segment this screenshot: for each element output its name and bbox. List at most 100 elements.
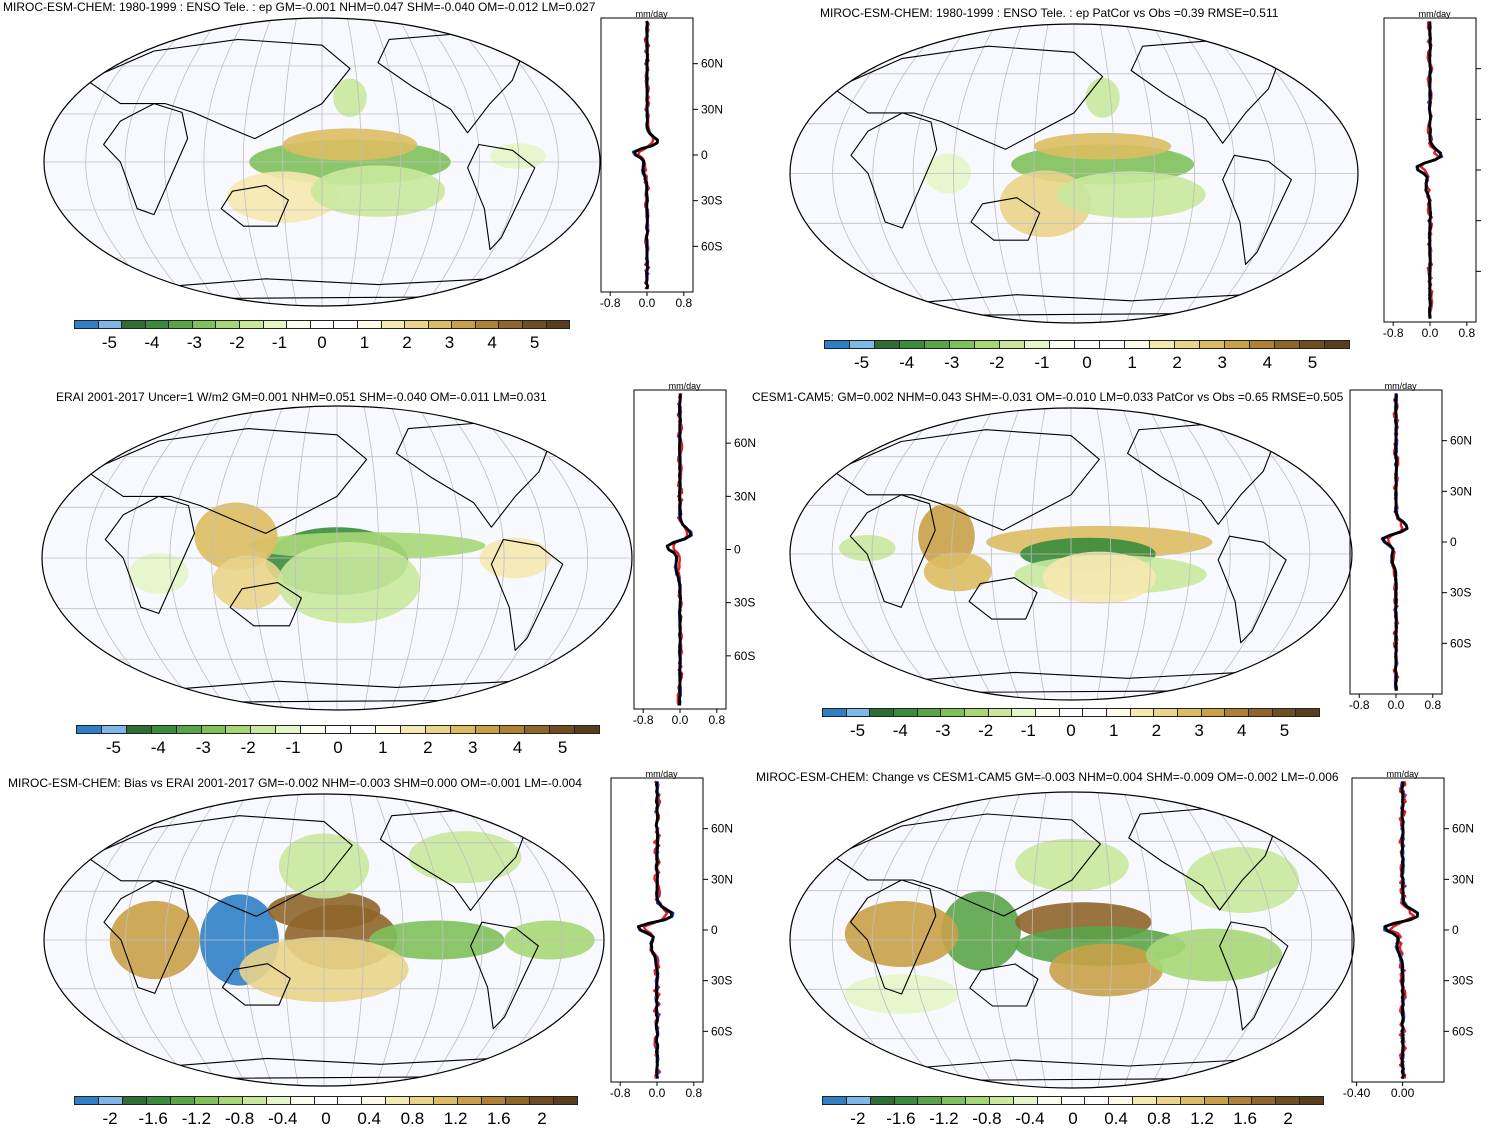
colorbar-swatch bbox=[988, 709, 1013, 716]
colorbar-swatch bbox=[525, 726, 551, 733]
colorbar-label: 4 bbox=[512, 738, 523, 757]
zonal-profile: mm/day 60N 30N 0 30S 60S -0.8 0.0 0.8 bbox=[1346, 381, 1472, 722]
coastline bbox=[1219, 921, 1289, 1031]
colorbar-swatch bbox=[326, 726, 351, 733]
colorbar-labels: -5 -4 -3 -2 -1 0 1 2 3 4 5 bbox=[74, 329, 570, 352]
anomaly-region bbox=[282, 128, 418, 161]
profile-line bbox=[1381, 393, 1409, 691]
coastline bbox=[849, 879, 937, 995]
colorbar-label: -5 bbox=[105, 738, 121, 757]
colorbar-swatch bbox=[216, 321, 241, 328]
lat-label: 60S bbox=[1452, 1024, 1473, 1038]
colorbar-swatch bbox=[1201, 709, 1226, 716]
anomaly-region bbox=[1042, 551, 1156, 604]
lat-label: 60S bbox=[711, 1024, 732, 1038]
colorbar-label: 1 bbox=[1108, 721, 1119, 740]
anomaly-region bbox=[844, 901, 959, 967]
zonal-profile: mm/day 60N 30N 0 30S 60S -0.8 0.0 0.8 bbox=[630, 381, 756, 737]
coastline bbox=[969, 963, 1039, 1007]
colorbar-swatch bbox=[338, 1097, 363, 1104]
colorbar-swatch bbox=[900, 341, 925, 348]
lat-label: 30N bbox=[711, 872, 733, 886]
colorbar-label: 0.4 bbox=[357, 1109, 382, 1128]
coastline bbox=[104, 495, 195, 614]
colorbar-swatch bbox=[1100, 341, 1125, 348]
profile-line bbox=[633, 20, 659, 290]
colorbar-label: 1 bbox=[378, 738, 388, 757]
colorbar-swatch bbox=[434, 1097, 459, 1104]
colorbar-swatch bbox=[846, 709, 871, 716]
colorbar-label: 0 bbox=[317, 333, 327, 352]
colorbar-swatch bbox=[1025, 341, 1050, 348]
colorbar-swatch bbox=[975, 341, 1000, 348]
lat-label: 0 bbox=[1450, 535, 1457, 549]
colorbar-swatch bbox=[75, 1097, 99, 1104]
lat-label: 60N bbox=[734, 436, 756, 450]
colorbar-swatch bbox=[334, 321, 358, 328]
colorbar-swatch bbox=[965, 709, 989, 716]
x-tick-label: -0.8 bbox=[610, 1086, 631, 1100]
panel-title: CESM1-CAM5: GM=0.002 NHM=0.043 SHM=-0.03… bbox=[752, 390, 1344, 404]
colorbar-swatch bbox=[77, 726, 102, 733]
anomaly-region bbox=[941, 891, 1021, 971]
colorbar-swatch bbox=[941, 709, 966, 716]
colorbar-swatch bbox=[1204, 1097, 1229, 1104]
colorbar-swatch bbox=[1225, 709, 1250, 716]
profile-line bbox=[672, 392, 689, 706]
coastline bbox=[103, 103, 189, 216]
colorbar-swatch bbox=[1130, 709, 1155, 716]
colorbar-swatch bbox=[101, 726, 127, 733]
colorbar-label: -1 bbox=[285, 738, 301, 757]
colorbar: -5 -4 -3 -2 -1 0 1 2 3 4 5 bbox=[76, 725, 600, 757]
colorbar-label: 2 bbox=[537, 1109, 547, 1128]
colorbar-swatch bbox=[950, 341, 975, 348]
profile-line bbox=[665, 393, 693, 706]
colorbar-swatch bbox=[990, 1097, 1014, 1104]
colorbar-swatch bbox=[350, 726, 376, 733]
lat-label: 0 bbox=[711, 923, 718, 937]
colorbar-swatch bbox=[1275, 341, 1300, 348]
colorbar-swatch bbox=[1180, 1097, 1205, 1104]
colorbar-swatch bbox=[1150, 341, 1175, 348]
lat-label: 30N bbox=[1450, 484, 1472, 498]
coastline bbox=[1222, 154, 1292, 265]
colorbar-label: -3 bbox=[944, 353, 960, 372]
colorbar-label: 0 bbox=[1068, 1109, 1078, 1128]
colorbar-swatch bbox=[1000, 341, 1025, 348]
coastline bbox=[467, 143, 536, 251]
x-tick-label: -0.8 bbox=[600, 296, 621, 310]
colorbar: -2 -1.6 -1.2 -0.8 -0.4 0 0.4 0.8 1.2 1.6 2 bbox=[822, 1096, 1324, 1128]
colorbar-label: -1.6 bbox=[138, 1109, 168, 1128]
colorbar-swatch bbox=[170, 1097, 195, 1104]
panel-title: MIROC-ESM-CHEM: 1980-1999 : ENSO Tele. :… bbox=[3, 0, 596, 14]
colorbar-swatch bbox=[169, 321, 193, 328]
colorbar-labels: -5 -4 -3 -2 -1 0 1 2 3 4 5 bbox=[822, 717, 1320, 740]
colorbar-label: 0 bbox=[1082, 353, 1092, 372]
colorbar-label: 1 bbox=[1127, 353, 1137, 372]
world-map bbox=[40, 404, 634, 712]
colorbar-label: 5 bbox=[557, 738, 568, 757]
colorbar-swatch bbox=[918, 1097, 943, 1104]
colorbar-swatch bbox=[917, 709, 942, 716]
colorbar-swatch bbox=[875, 341, 900, 348]
coastline bbox=[970, 197, 1041, 241]
colorbar-swatch bbox=[1059, 709, 1084, 716]
colorbar-swatch bbox=[151, 726, 177, 733]
colorbar-label: -3 bbox=[935, 721, 951, 740]
colorbar-swatch bbox=[242, 1097, 267, 1104]
colorbar-swatch bbox=[122, 1097, 147, 1104]
anomaly-region bbox=[310, 165, 446, 217]
anomaly-region bbox=[923, 552, 992, 592]
x-tick-label: 0.0 bbox=[672, 713, 689, 727]
map-border bbox=[789, 791, 1355, 1089]
colorbar-label: 4 bbox=[1237, 721, 1247, 740]
coastline bbox=[500, 27, 547, 58]
colorbar-label: -1 bbox=[271, 333, 288, 352]
colorbar-swatch bbox=[450, 726, 476, 733]
colorbar-swatch bbox=[1276, 1097, 1301, 1104]
colorbar-swatch bbox=[452, 321, 476, 328]
x-tick-label: -0.8 bbox=[1349, 698, 1370, 712]
colorbar-swatch bbox=[1037, 1097, 1062, 1104]
colorbar-swatch bbox=[1325, 341, 1349, 348]
colorbar-swatch bbox=[126, 726, 152, 733]
